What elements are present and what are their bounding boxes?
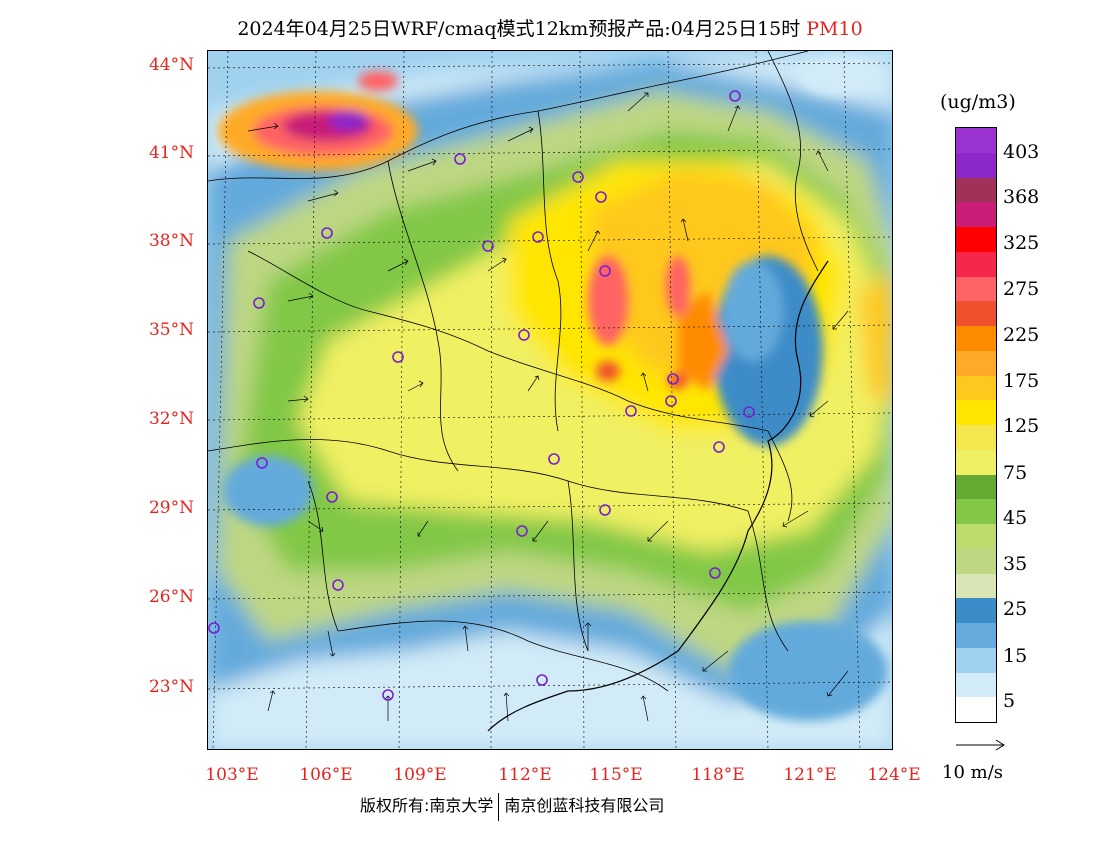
colorbar-segment (956, 128, 996, 153)
colorbar-segment (956, 524, 996, 549)
colorbar-label: 225 (1003, 324, 1040, 346)
wind-vectors (247, 92, 849, 722)
colorbar-label: 175 (1003, 370, 1040, 392)
pm10-field (208, 51, 892, 749)
colorbar-label: 368 (1003, 186, 1040, 208)
colorbar-segment (956, 301, 996, 326)
colorbar-label: 125 (1003, 415, 1040, 437)
colorbar-label: 325 (1003, 232, 1040, 254)
colorbar-segment (956, 647, 996, 673)
colorbar-segment (956, 177, 996, 203)
colorbar-segment (956, 697, 996, 722)
lon-label-115: 115°E (589, 765, 643, 785)
colorbar-segment (956, 350, 996, 376)
colorbar-segment (956, 548, 996, 574)
lat-label-26: 26°N (148, 587, 194, 607)
colorbar-label: 275 (1003, 278, 1040, 300)
lat-label-38: 38°N (148, 231, 194, 251)
copyright-footer: 版权所有:南京大学 南京创蓝科技有限公司 (360, 792, 664, 821)
colorbar-segment (956, 326, 996, 351)
colorbar-segment (956, 251, 996, 277)
colorbar-label: 35 (1003, 553, 1028, 575)
lon-label-106: 106°E (299, 765, 353, 785)
colorbar-segment (956, 227, 996, 252)
forecast-map (207, 50, 893, 750)
colorbar-segment (956, 623, 996, 648)
colorbar-segment (956, 573, 996, 599)
colorbar-segment (956, 499, 996, 524)
colorbar-label: 15 (1003, 645, 1028, 667)
pollutant-label: PM10 (806, 18, 863, 40)
lon-label-121: 121°E (783, 765, 837, 785)
wind-reference-arrow-icon (956, 739, 1005, 751)
lon-label-103: 103°E (205, 765, 259, 785)
company-text: 南京创蓝科技有限公司 (504, 796, 665, 815)
lon-label-109: 109°E (393, 765, 447, 785)
lon-label-124: 124°E (867, 765, 921, 785)
copyright-text: 版权所有:南京大学 (360, 796, 494, 815)
province-boundaries (208, 51, 819, 692)
colorbar-label: 5 (1003, 690, 1016, 712)
colorbar-segment (956, 672, 996, 698)
colorbar-label: 75 (1003, 462, 1028, 484)
lat-label-23: 23°N (148, 677, 194, 697)
lat-label-35: 35°N (148, 320, 194, 340)
colorbar-segment (956, 152, 996, 178)
colorbar-segment (956, 276, 996, 302)
title-text: 2024年04月25日WRF/cmaq模式12km预报产品:04月25日15时 (237, 18, 801, 40)
colorbar-label: 403 (1003, 141, 1040, 163)
colorbar-segment (956, 400, 996, 425)
colorbar-segment (956, 375, 996, 401)
colorbar-label: 25 (1003, 598, 1028, 620)
lat-label-29: 29°N (148, 498, 194, 518)
colorbar-segment (956, 202, 996, 227)
lat-label-41: 41°N (148, 143, 194, 163)
colorbar (955, 127, 997, 723)
colorbar-unit: (ug/m3) (940, 91, 1016, 113)
lat-label-44: 44°N (148, 55, 194, 75)
lon-label-118: 118°E (691, 765, 745, 785)
coastline (487, 260, 829, 732)
colorbar-label: 45 (1003, 507, 1028, 529)
wind-reference-label: 10 m/s (942, 762, 1003, 783)
map-title: 2024年04月25日WRF/cmaq模式12km预报产品:04月25日15时 P… (0, 14, 1100, 41)
colorbar-segment (956, 474, 996, 500)
lat-label-32: 32°N (148, 409, 194, 429)
colorbar-segment (956, 598, 996, 623)
lon-label-112: 112°E (498, 765, 552, 785)
colorbar-segment (956, 425, 996, 450)
city-markers (208, 90, 755, 701)
colorbar-segment (956, 449, 996, 475)
